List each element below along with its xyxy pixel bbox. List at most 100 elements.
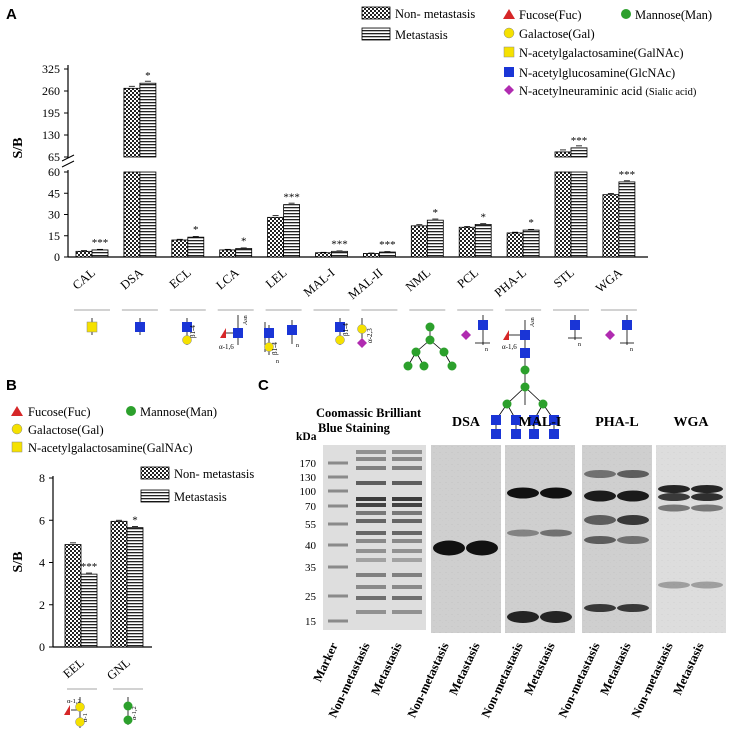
chart-a-break-mark-2 — [61, 160, 75, 168]
mannose-icon — [447, 361, 457, 371]
blot-band-PHA-L-non-metastasis-1 — [584, 490, 616, 502]
mannose-icon — [419, 361, 429, 371]
xlabel-DSA: DSA — [118, 266, 146, 293]
bar-EEL-metastasis — [80, 573, 98, 648]
bar-STL-metastasis-lower — [570, 171, 588, 258]
gel-lane-band-8-0 — [356, 531, 386, 535]
chart-b-ytick-label: 8 — [39, 471, 45, 485]
chart-a-ytick-label-lower: 0 — [54, 250, 60, 264]
sugar-legend-b: Fucose(Fuc) Mannose(Man) Galactose(Gal) … — [11, 405, 217, 455]
gel-lane-band-7-1 — [392, 519, 422, 523]
glycan-phal-asn: Asn — [530, 317, 536, 327]
marker-label-100: 100 — [300, 486, 317, 498]
chart-a-break-mark-1 — [61, 154, 75, 162]
xlabel-LEL: LEL — [263, 266, 290, 291]
mannose-icon — [425, 322, 435, 332]
marker-label-40: 40 — [305, 540, 317, 552]
sugar-a-galnac-label: N-acetylgalactosamine(GalNAc) — [519, 46, 684, 60]
legend-b-label-metastasis: Metastasis — [174, 490, 227, 504]
chart-b-ytick-label: 4 — [39, 556, 45, 570]
xlabel-EEL: EEL — [60, 656, 87, 681]
blot-band-WGA-metastasis-2 — [691, 504, 723, 512]
panel-b-letter: B — [6, 377, 17, 394]
bar-NML-non-metastasis — [410, 225, 428, 258]
lane-label-6: Metastasis — [521, 640, 558, 697]
significance-WGA: *** — [619, 169, 636, 181]
sugar-legend-a: Fucose(Fuc) Mannose(Man) Galactose(Gal) … — [503, 8, 712, 98]
gel-lane-band-1-0 — [356, 457, 386, 461]
blot-band-WGA-non-metastasis-0 — [658, 485, 690, 493]
glycan-gnl: α-1,2 — [123, 697, 138, 725]
significance-EEL: *** — [81, 561, 98, 573]
chart-a-axes — [61, 65, 648, 258]
sialic-acid-icon — [504, 85, 514, 95]
sugar-b-mannose-label: Mannose(Man) — [140, 405, 217, 419]
lane-label-2: Metastasis — [368, 640, 405, 697]
glcnac-icon — [549, 415, 559, 425]
marker-label-55: 55 — [305, 519, 317, 531]
blot-band-PHA-L-non-metastasis-0 — [584, 470, 616, 478]
blot-band-WGA-non-metastasis-2 — [658, 504, 690, 512]
galnac-icon — [86, 321, 98, 333]
fucose-icon — [220, 328, 226, 338]
chart-a-ytick-label-upper: 260 — [42, 84, 60, 98]
blot-band-PHA-L-non-metastasis-3 — [584, 536, 616, 544]
bar-WGA-non-metastasis — [602, 194, 620, 258]
glycan-lca-link: α-1,6 — [219, 343, 234, 351]
glycan-eel: α-1,2 α-1 — [64, 697, 89, 728]
blot-band-PHA-L-metastasis-0 — [617, 470, 649, 478]
blot-band-DSA-metastasis-0 — [466, 540, 498, 556]
blot-band-PHA-L-metastasis-4 — [617, 604, 649, 612]
sugar-a-mannose-label: Mannose(Man) — [635, 8, 712, 22]
bar-LCA-metastasis — [235, 248, 253, 258]
lane-label-7: Non-metastasis — [556, 640, 603, 720]
glycan-pha-l-nodes: α-1,6 Asn — [491, 317, 559, 439]
bar-PHA-L-non-metastasis — [506, 232, 524, 258]
glycan-wga: n — [605, 315, 634, 353]
chart-b-xlabels: EEL GNL — [60, 656, 133, 683]
chart-b-ytick-label: 0 — [39, 640, 45, 654]
gel-lane-band-9-0 — [356, 539, 386, 543]
glycan-nml — [407, 327, 453, 367]
gel-lane-band-2-0 — [356, 466, 386, 470]
gel-lane-band-5-0 — [356, 503, 386, 507]
sugar-a-galactose-label: Galactose(Gal) — [519, 27, 595, 41]
bar-LCA-non-metastasis — [219, 249, 237, 258]
galactose-icon — [357, 324, 367, 334]
glycan-lel-link: β1-4 — [271, 342, 279, 355]
chart-a-ytick-label-upper: 130 — [42, 128, 60, 142]
mannose-icon — [439, 347, 449, 357]
panel-a-letter: A — [6, 6, 17, 23]
glycan-gnl-link: α-1,2 — [131, 706, 138, 720]
blot-band-WGA-metastasis-3 — [691, 581, 723, 589]
xlabel-WGA: WGA — [593, 266, 625, 296]
glycan-pcl-n: n — [485, 347, 488, 353]
chart-a-ytick-label-lower: 15 — [48, 229, 60, 243]
chart-a-ylabel: S/B — [11, 137, 26, 158]
significance-DSA: * — [145, 70, 151, 82]
fucose-icon — [503, 9, 515, 19]
bar-STL-metastasis-upper — [570, 147, 588, 158]
bar-LEL-metastasis — [283, 204, 301, 258]
gel-lane-band-3-1 — [392, 481, 422, 485]
mannose-icon — [621, 9, 631, 19]
bar-DSA-metastasis-lower — [139, 171, 157, 258]
marker-label-25: 25 — [305, 591, 317, 603]
sialic-acid-icon — [605, 330, 615, 340]
gel-title-line2: Blue Staining — [318, 421, 391, 435]
blot-texture-WGA — [656, 445, 726, 633]
chart-b-ytick-label: 2 — [39, 598, 45, 612]
bar-DSA-non-metastasis-upper — [123, 87, 141, 158]
blot-title-PHA-L: PHA-L — [595, 415, 639, 430]
mannose-icon — [502, 399, 512, 409]
blot-band-MAL-I-non-metastasis-0 — [507, 487, 539, 499]
blot-band-PHA-L-non-metastasis-4 — [584, 604, 616, 612]
bar-PCL-metastasis — [474, 224, 492, 258]
glycan-ecl-link: β1-4 — [189, 325, 197, 338]
sugar-a-sialic-label: N-acetylneuraminic acid — [519, 84, 643, 98]
glcnac-icon — [182, 322, 192, 332]
legend-b-label-non-metastasis: Non- metastasis — [174, 467, 254, 481]
chart-a-xlabels: CAL DSA ECL LCA LEL MAL-I MAL-II NML PCL PHA-L STL… — [70, 266, 625, 303]
glycan-mal-1: β1-4 — [335, 318, 350, 345]
chart-a-bars: ************ **** * ******* — [75, 70, 636, 258]
